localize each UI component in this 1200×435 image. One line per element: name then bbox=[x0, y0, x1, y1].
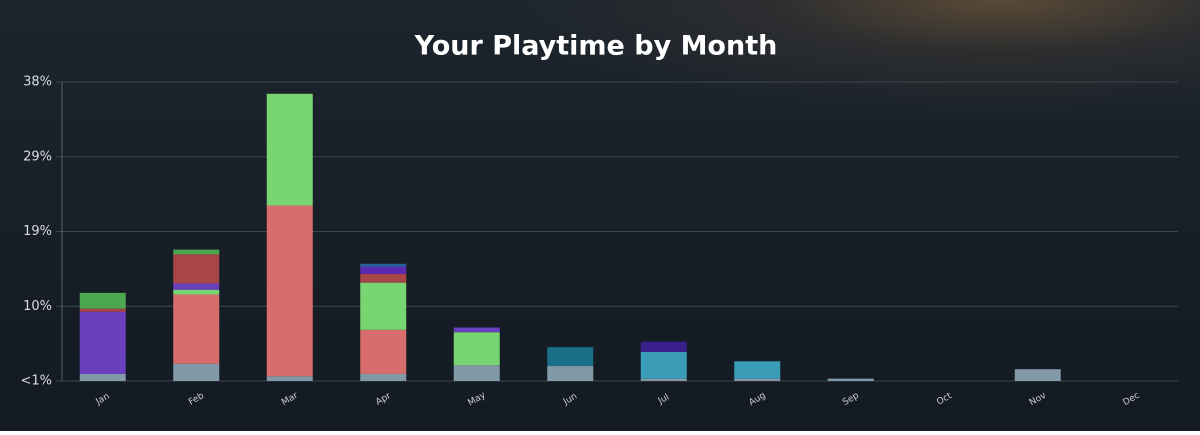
y-tick-label: 19% bbox=[23, 224, 52, 239]
x-tick-label: Dec bbox=[1121, 391, 1141, 408]
bar-segment bbox=[360, 273, 407, 283]
bar-segment bbox=[360, 282, 407, 330]
x-tick-label: Nov bbox=[1028, 390, 1049, 408]
bar-segment bbox=[360, 329, 407, 374]
bar-segment bbox=[79, 373, 126, 381]
bar-segment bbox=[79, 292, 126, 309]
x-tick-label: Oct bbox=[935, 391, 954, 408]
x-tick-label: Jun bbox=[561, 392, 579, 408]
bar-segment bbox=[360, 373, 407, 381]
y-tick-label: <1% bbox=[20, 374, 52, 389]
bar-segment bbox=[173, 283, 220, 290]
bar-segment bbox=[173, 289, 220, 295]
y-tick-label: 10% bbox=[23, 299, 52, 314]
y-tick-label: 29% bbox=[23, 149, 52, 164]
x-tick-label: Apr bbox=[374, 391, 393, 408]
x-tick-label: Sep bbox=[841, 391, 861, 408]
bar-segment bbox=[547, 366, 594, 381]
bar-segment bbox=[266, 376, 313, 381]
bar-segment bbox=[266, 205, 313, 377]
bar-segment bbox=[734, 361, 781, 379]
bar-segment bbox=[640, 351, 687, 379]
bar-segment bbox=[827, 378, 874, 381]
x-tick-label: Aug bbox=[747, 391, 767, 408]
bar-segment bbox=[79, 308, 126, 312]
y-tick-label: 38% bbox=[23, 75, 52, 90]
bar-segment bbox=[173, 294, 220, 364]
bar-segment bbox=[453, 365, 500, 381]
bar-segment bbox=[360, 266, 407, 274]
x-tick-label: Mar bbox=[280, 391, 300, 408]
chart-title: Your Playtime by Month bbox=[414, 31, 778, 62]
bar-segment bbox=[360, 263, 407, 267]
bar-segment bbox=[173, 363, 220, 381]
x-tick-label: Jan bbox=[94, 392, 112, 408]
x-tick-label: Feb bbox=[187, 391, 206, 408]
bar-segment bbox=[266, 93, 313, 206]
bar-segment bbox=[453, 332, 500, 366]
bar-segment bbox=[79, 311, 126, 374]
bar-segment bbox=[734, 378, 781, 381]
bar-segment bbox=[640, 341, 687, 352]
bar-segment bbox=[640, 378, 687, 381]
bar-segment bbox=[1014, 369, 1061, 381]
x-tick-label: Jul bbox=[656, 392, 671, 407]
bar-segment bbox=[173, 254, 220, 284]
bar-segment bbox=[547, 347, 594, 367]
x-tick-label: May bbox=[466, 390, 488, 408]
bar-segment bbox=[173, 249, 220, 255]
bar-segment bbox=[453, 327, 500, 333]
